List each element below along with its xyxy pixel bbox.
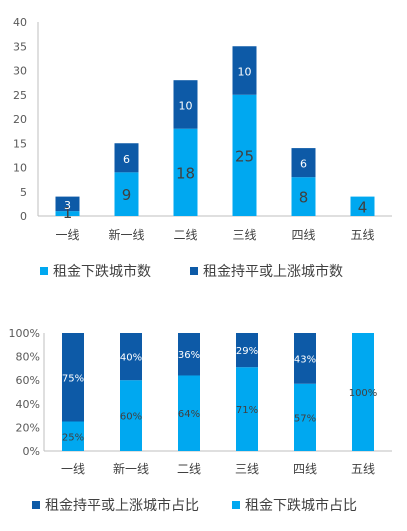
bar-rent-down-count: [232, 94, 257, 216]
y-tick-label: 80%: [16, 351, 40, 364]
bar-rent-down-count: [350, 196, 375, 216]
x-category-label: 二线: [173, 228, 197, 242]
data-label-up: 10: [179, 99, 193, 112]
bar-rent-down-share: [352, 333, 374, 451]
bar-rent-up-share: [62, 333, 84, 422]
bar-rent-down-share: [62, 421, 84, 451]
y-tick-label: 40: [13, 16, 27, 29]
x-category-label: 新一线: [108, 227, 144, 242]
legend-swatch: [232, 501, 240, 509]
data-label-up: 29%: [236, 346, 258, 357]
data-label-down: 64%: [178, 409, 200, 420]
data-label-up: 10: [238, 66, 252, 79]
data-label-down: 60%: [120, 412, 142, 423]
bar-rent-down-share: [294, 383, 316, 451]
data-label-down: 57%: [294, 413, 316, 424]
data-label-up: 75%: [62, 373, 84, 384]
x-category-label: 一线: [55, 228, 79, 242]
y-tick-label: 30: [13, 65, 27, 78]
bar-rent-down-count: [291, 177, 316, 216]
legend-swatch: [40, 267, 48, 275]
data-label-down: 18: [176, 164, 195, 182]
y-tick-label: 5: [20, 186, 27, 199]
bar-rent-down-share: [120, 380, 142, 451]
legend-label: 租金下跌城市数: [53, 263, 151, 280]
legend-label: 租金下跌城市占比: [245, 497, 357, 514]
bar-rent-up-share: [120, 333, 142, 381]
y-tick-label: 25: [13, 89, 27, 102]
y-tick-label: 35: [13, 40, 27, 53]
data-label-down: 9: [122, 186, 132, 204]
y-tick-label: 20%: [16, 421, 40, 434]
legend-label: 租金持平或上涨城市占比: [45, 497, 199, 514]
data-label-up: 6: [123, 153, 130, 166]
x-category-label: 一线: [61, 462, 85, 476]
y-tick-label: 10: [13, 162, 27, 175]
y-tick-label: 0%: [23, 445, 40, 458]
bar-rent-up-share: [178, 333, 200, 376]
legend-swatch: [32, 501, 40, 509]
data-label-down: 1: [63, 204, 73, 222]
bar-rent-down-share: [236, 367, 258, 451]
x-category-label: 四线: [291, 228, 315, 242]
bar-rent-up-count: [55, 196, 80, 212]
x-category-label: 五线: [350, 228, 374, 242]
x-category-label: 四线: [293, 462, 317, 476]
data-label-down: 8: [299, 189, 309, 207]
x-category-label: 二线: [177, 462, 201, 476]
data-label-down: 71%: [236, 405, 258, 416]
data-label-up: 40%: [120, 353, 142, 364]
data-label-up: 6: [300, 158, 307, 171]
y-tick-label: 40%: [16, 398, 40, 411]
y-tick-label: 0: [20, 210, 27, 223]
data-label-up: 43%: [294, 354, 316, 365]
bar-rent-down-count: [114, 172, 139, 216]
bar-rent-up-count: [173, 80, 198, 129]
data-label-up: 3: [64, 199, 71, 212]
bar-rent-down-count: [55, 211, 80, 216]
data-label-up: 36%: [178, 350, 200, 361]
bar-rent-up-count: [232, 46, 257, 95]
bar-rent-up-count: [291, 148, 316, 178]
x-category-label: 新一线: [113, 461, 149, 476]
y-tick-label: 15: [13, 137, 27, 150]
legend-label: 租金持平或上涨城市数: [203, 263, 343, 280]
x-category-label: 三线: [232, 228, 256, 242]
legend-swatch: [190, 267, 198, 275]
y-tick-label: 100%: [9, 327, 40, 340]
bar-rent-down-share: [178, 375, 200, 451]
data-label-down: 4: [358, 198, 368, 216]
data-label-down: 100%: [349, 388, 378, 399]
x-category-label: 三线: [235, 462, 259, 476]
data-label-down: 25: [235, 147, 254, 165]
bar-rent-up-share: [294, 333, 316, 384]
data-label-down: 25%: [62, 432, 84, 443]
bar-rent-down-count: [173, 128, 198, 216]
y-tick-label: 20: [13, 113, 27, 126]
x-category-label: 五线: [351, 462, 375, 476]
bar-rent-up-count: [114, 143, 139, 173]
y-tick-label: 60%: [16, 374, 40, 387]
bar-rent-up-share: [236, 333, 258, 368]
